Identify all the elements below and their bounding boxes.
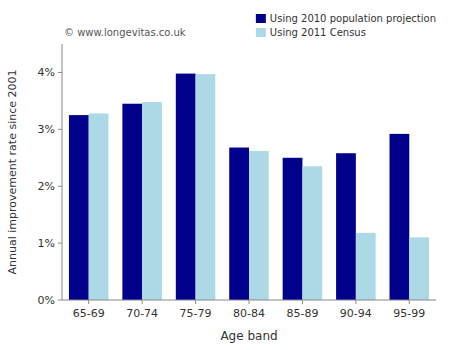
chart: 0% 1% 2% 3% 4% 65-69 70-74 75-79 80-84 85-89 90-94… [0, 0, 450, 350]
x-tick-label: 90-94 [340, 307, 372, 320]
legend-label: Using 2011 Census [270, 27, 366, 38]
y-tick [58, 72, 62, 73]
x-tick-label: 95-99 [393, 307, 425, 320]
x-tick [302, 300, 303, 304]
y-tick-label: 0% [38, 294, 55, 307]
x-tick-label: 80-84 [233, 307, 265, 320]
bar [390, 134, 410, 300]
y-tick-label: 1% [38, 237, 55, 250]
bar [89, 113, 109, 300]
bar [409, 237, 429, 300]
y-tick [58, 243, 62, 244]
bar [302, 166, 322, 300]
y-tick-label: 4% [38, 66, 55, 79]
annotation: © www.longevitas.co.uk [64, 27, 186, 38]
bar [356, 233, 376, 300]
bar [336, 153, 356, 300]
x-tick-label: 75-79 [180, 307, 212, 320]
y-tick-label: 2% [38, 180, 55, 193]
x-tick [355, 300, 356, 304]
y-tick [58, 129, 62, 130]
x-tick-label: 65-69 [73, 307, 105, 320]
x-axis-label: Age band [220, 329, 277, 343]
y-axis-label: Annual improvement rate since 2001 [6, 70, 19, 275]
bar [142, 102, 162, 300]
bar [122, 104, 142, 300]
y-tick [58, 186, 62, 187]
legend-swatch [256, 14, 266, 23]
bar [249, 151, 269, 300]
y-axis-line [62, 44, 63, 300]
legend-label: Using 2010 population projection [270, 13, 436, 24]
legend: Using 2010 population projection Using 20… [256, 13, 436, 38]
legend-swatch [256, 28, 266, 37]
x-tick [195, 300, 196, 304]
x-tick-label: 85-89 [286, 307, 318, 320]
bar [196, 74, 216, 300]
x-tick [142, 300, 143, 304]
y-tick-label: 3% [38, 123, 55, 136]
x-tick [409, 300, 410, 304]
bar [283, 158, 303, 300]
bar [69, 115, 89, 300]
bar [176, 74, 196, 300]
x-tick [88, 300, 89, 304]
x-tick [249, 300, 250, 304]
bars [69, 74, 429, 300]
x-tick-label: 70-74 [126, 307, 158, 320]
y-tick [58, 300, 62, 301]
bar [229, 148, 249, 300]
